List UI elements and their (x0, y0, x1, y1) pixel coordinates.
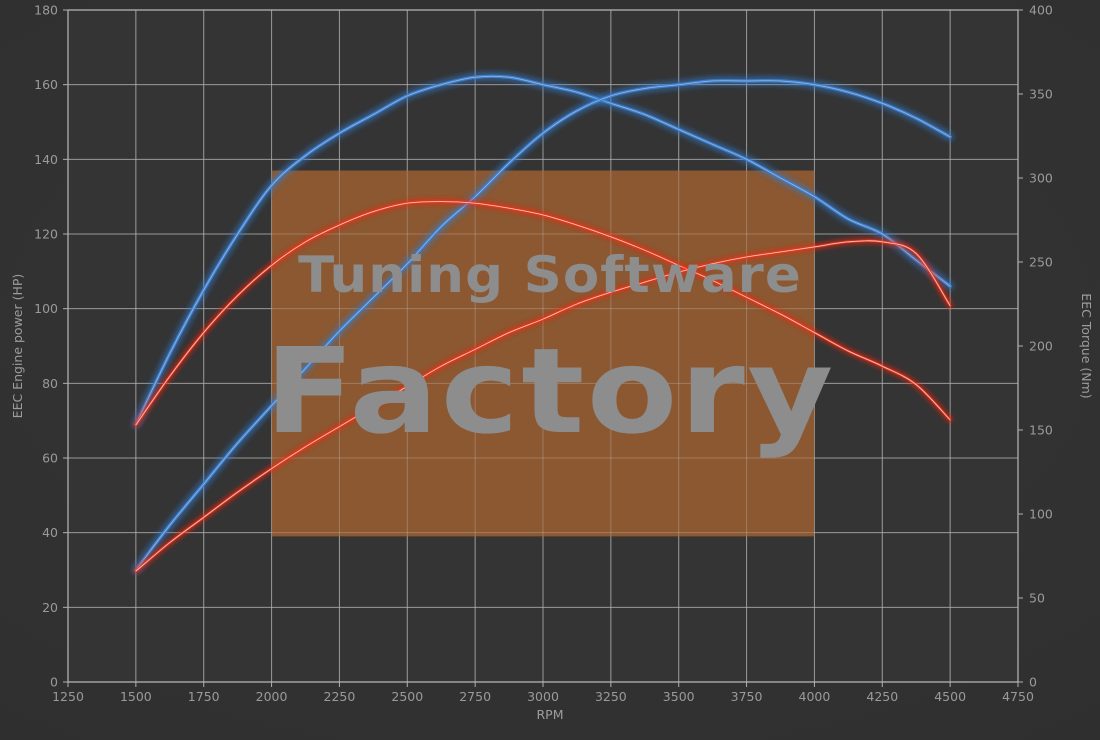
y-left-tick-label: 140 (34, 152, 58, 167)
series-2 (133, 199, 953, 428)
y-right-tick-label: 250 (1029, 255, 1053, 270)
y-axis-left-title: EEC Engine power (HP) (10, 274, 25, 419)
axis-ticks: 1250 1500 1750 2000 2250 2500 2750 3000 3250 3500… (34, 3, 1053, 705)
series-3 (133, 238, 953, 574)
y-left-tick-label: 100 (34, 301, 58, 316)
x-tick-label: 4000 (799, 689, 831, 704)
x-tick-label: 1500 (120, 689, 152, 704)
x-axis-title: RPM (536, 707, 563, 722)
y-right-tick-label: 150 (1029, 423, 1053, 438)
highlight-region (271, 170, 815, 537)
y-right-tick-label: 400 (1029, 3, 1053, 18)
y-right-tick-label: 200 (1029, 339, 1053, 354)
y-right-tick-label: 350 (1029, 87, 1053, 102)
x-tick-label: 1250 (52, 689, 84, 704)
x-tick-label: 4750 (1002, 689, 1034, 704)
y-right-tick-label: 50 (1029, 591, 1045, 606)
x-tick-label: 3000 (527, 689, 559, 704)
series-0 (132, 72, 954, 428)
y-left-tick-label: 120 (34, 227, 58, 242)
y-left-tick-label: 60 (42, 451, 58, 466)
x-tick-label: 3500 (663, 689, 695, 704)
data-series (132, 72, 954, 574)
y-left-tick-label: 180 (34, 3, 58, 18)
x-tick-label: 3250 (595, 689, 627, 704)
y-left-tick-label: 80 (42, 376, 58, 391)
x-tick-label: 1750 (188, 689, 220, 704)
y-left-tick-label: 0 (50, 675, 58, 690)
y-right-tick-label: 0 (1029, 675, 1037, 690)
x-tick-label: 2500 (391, 689, 423, 704)
y-right-tick-label: 300 (1029, 171, 1053, 186)
y-right-tick-label: 100 (1029, 507, 1053, 522)
x-tick-label: 4500 (934, 689, 966, 704)
x-tick-label: 2000 (256, 689, 288, 704)
series-1 (132, 77, 954, 574)
y-left-tick-label: 160 (34, 77, 58, 92)
x-tick-label: 2750 (459, 689, 491, 704)
x-tick-label: 3750 (731, 689, 763, 704)
x-tick-label: 2250 (324, 689, 356, 704)
y-left-tick-label: 40 (42, 525, 58, 540)
x-tick-label: 4250 (866, 689, 898, 704)
y-axis-right-title: EEC Torque (Nm) (1079, 293, 1094, 398)
axis-frame (67, 9, 1019, 683)
y-left-tick-label: 20 (42, 600, 58, 615)
